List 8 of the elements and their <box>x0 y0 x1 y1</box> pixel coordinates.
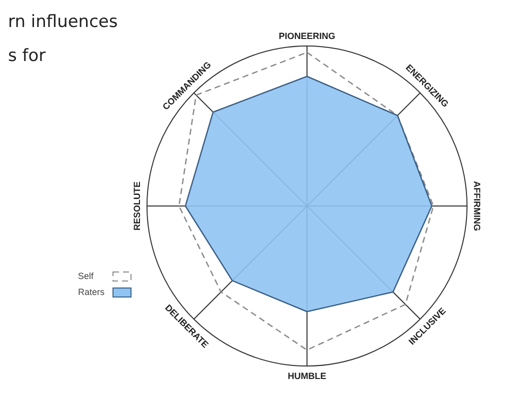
legend-label: Raters <box>78 287 106 297</box>
spoke-label: HUMBLE <box>288 371 326 381</box>
spoke-label: RESOLUTE <box>132 181 142 231</box>
spoke-label: AFFIRMING <box>472 181 482 231</box>
spoke-label: PIONEERING <box>278 31 336 41</box>
text: s for <box>8 46 46 66</box>
text: rn influences <box>8 12 118 32</box>
legend-label: Self <box>78 271 95 281</box>
